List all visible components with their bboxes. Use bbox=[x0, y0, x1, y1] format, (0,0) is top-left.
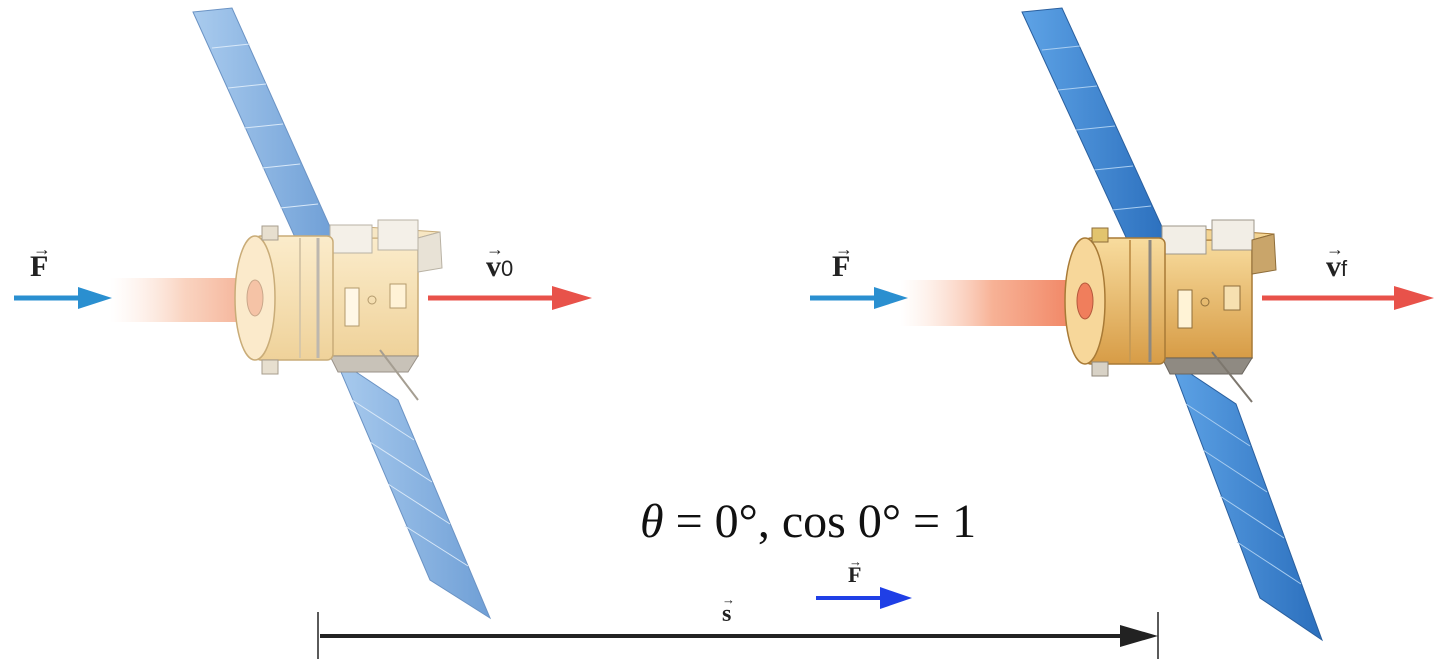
force-label-small: → F bbox=[848, 555, 862, 587]
force-symbol: F bbox=[832, 250, 851, 283]
theta-symbol: θ bbox=[640, 495, 664, 548]
solar-panel-lower-right bbox=[1168, 358, 1323, 642]
vector-arrow-mark: → bbox=[849, 554, 862, 569]
force-symbol: F bbox=[848, 562, 862, 587]
equation-body: = 0°, cos 0° = 1 bbox=[663, 495, 977, 548]
satellite-initial bbox=[110, 7, 492, 620]
velocity-arrow-final bbox=[1262, 286, 1434, 310]
solar-panel-lower-left bbox=[333, 356, 492, 620]
satellite-body-left bbox=[234, 219, 443, 401]
force-arrow-left bbox=[14, 287, 112, 309]
vector-arrow-mark: → bbox=[1326, 239, 1344, 259]
velocity-arrow-initial bbox=[428, 286, 592, 310]
velocity-label-initial: → v0 bbox=[486, 240, 514, 283]
force-label-left: → F bbox=[30, 240, 51, 283]
exhaust-plume-right bbox=[900, 280, 1085, 326]
vector-arrow-mark: → bbox=[835, 239, 853, 259]
angle-equation: θ = 0°, cos 0° = 1 bbox=[640, 494, 976, 549]
solar-panel-upper-left bbox=[192, 7, 336, 245]
force-symbol: F bbox=[30, 250, 49, 283]
vector-arrow-mark: → bbox=[722, 592, 735, 607]
displacement-symbol: s bbox=[722, 601, 732, 627]
force-label-right: → F bbox=[832, 240, 853, 283]
small-force-arrow bbox=[816, 587, 912, 609]
displacement-label: → s bbox=[722, 593, 735, 627]
solar-panel-upper-right bbox=[1021, 7, 1169, 247]
velocity-subscript: 0 bbox=[501, 256, 514, 281]
displacement-arrow bbox=[317, 612, 1159, 659]
velocity-label-final: → vf bbox=[1326, 240, 1348, 283]
force-arrow-right bbox=[810, 287, 908, 309]
vector-arrow-mark: → bbox=[33, 239, 51, 259]
velocity-symbol: v bbox=[486, 250, 501, 283]
vector-arrow-mark: → bbox=[486, 239, 504, 259]
satellite-final bbox=[900, 7, 1323, 642]
satellite-body-right bbox=[1064, 219, 1277, 403]
velocity-subscript: f bbox=[1341, 256, 1348, 281]
velocity-symbol: v bbox=[1326, 250, 1341, 283]
